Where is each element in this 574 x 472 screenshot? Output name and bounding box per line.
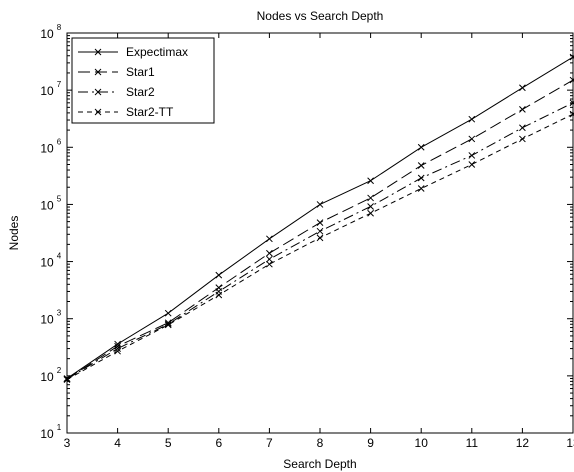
- y-tick-exponent: 2: [57, 366, 62, 375]
- legend-label: Star2-TT: [126, 105, 174, 119]
- data-point: [114, 342, 121, 350]
- y-tick-label: 10: [40, 84, 54, 98]
- y-axis-title: Nodes: [7, 216, 21, 251]
- data-point: [316, 227, 324, 235]
- y-tick-label: 10: [40, 313, 54, 327]
- data-point: [266, 260, 273, 268]
- x-tick-label: 9: [367, 436, 374, 450]
- data-point: [417, 143, 425, 151]
- data-point: [519, 84, 526, 92]
- y-tick-exponent: 8: [57, 23, 62, 32]
- x-tick-label: 5: [165, 436, 172, 450]
- data-point: [63, 376, 71, 383]
- y-tick-label: 10: [40, 198, 54, 212]
- y-tick-exponent: 4: [57, 252, 62, 261]
- data-point: [569, 110, 574, 118]
- y-tick-exponent: 7: [57, 80, 62, 89]
- legend-label: Expectimax: [126, 45, 188, 59]
- x-tick-label: 13: [566, 436, 574, 450]
- data-point: [215, 291, 223, 299]
- data-point: [367, 203, 374, 210]
- series-3: [63, 110, 574, 383]
- data-point: [569, 76, 574, 84]
- y-tick-label: 10: [40, 427, 54, 441]
- data-point: [468, 135, 476, 143]
- x-tick-label: 10: [415, 436, 429, 450]
- data-point: [164, 321, 172, 329]
- x-tick-label: 4: [114, 436, 121, 450]
- data-point: [215, 271, 223, 279]
- data-point: [316, 234, 324, 242]
- data-point: [316, 201, 324, 208]
- legend-label: Star1: [126, 65, 155, 79]
- legend-item: Star2: [78, 85, 155, 99]
- data-point: [114, 345, 121, 352]
- data-point: [266, 235, 273, 243]
- data-point: [417, 185, 425, 192]
- legend-item: Star1: [78, 65, 155, 79]
- legend-item: Expectimax: [78, 45, 188, 59]
- legend: Expectimax Star1 Star2 Star2-TT: [71, 37, 215, 124]
- series-line: [66, 102, 574, 380]
- y-tick-exponent: 5: [57, 194, 62, 203]
- legend-item: Star2-TT: [78, 105, 174, 119]
- y-tick-label: 10: [40, 256, 54, 270]
- x-tick-label: 8: [317, 436, 324, 450]
- data-point: [468, 161, 476, 168]
- data-point: [519, 124, 526, 132]
- x-axis: 3 4 5 6 7 8 9 10 11 12 13: [64, 33, 574, 450]
- y-tick-label: 10: [40, 27, 54, 41]
- data-point: [519, 106, 526, 113]
- x-tick-label: 6: [215, 436, 222, 450]
- data-point: [569, 99, 574, 107]
- data-point: [417, 162, 425, 169]
- data-point: [569, 53, 574, 61]
- legend-marker: [94, 108, 102, 116]
- data-point: [519, 135, 526, 143]
- data-point: [468, 152, 476, 159]
- legend-marker: [94, 88, 102, 96]
- series-layer: [63, 53, 574, 383]
- x-tick-label: 12: [516, 436, 530, 450]
- data-point: [266, 255, 273, 263]
- legend-label: Star2: [126, 85, 155, 99]
- y-tick-exponent: 3: [57, 309, 62, 318]
- data-point: [266, 249, 273, 257]
- data-point: [367, 194, 374, 202]
- data-point: [367, 177, 374, 185]
- data-point: [468, 115, 476, 123]
- y-tick-label: 10: [40, 370, 54, 384]
- y-tick-exponent: 1: [57, 423, 62, 432]
- legend-marker: [94, 48, 102, 56]
- series-1: [63, 76, 574, 383]
- legend-marker: [94, 68, 102, 76]
- x-axis-title: Search Depth: [283, 457, 356, 471]
- data-point: [164, 309, 172, 317]
- data-point: [164, 319, 172, 327]
- x-tick-label: 3: [64, 436, 71, 450]
- y-tick-exponent: 6: [57, 137, 62, 146]
- chart-title: Nodes vs Search Depth: [257, 9, 384, 23]
- x-tick-label: 11: [466, 436, 479, 450]
- data-point: [316, 219, 324, 226]
- data-point: [417, 174, 425, 182]
- y-tick-label: 10: [40, 141, 54, 155]
- x-tick-label: 7: [266, 436, 273, 450]
- data-point: [367, 209, 374, 217]
- data-point: [114, 347, 121, 355]
